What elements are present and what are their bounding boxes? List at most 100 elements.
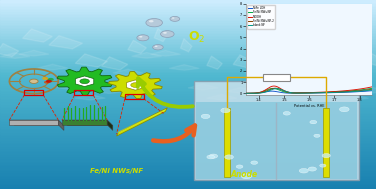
Bar [0, 74, 376, 76]
Polygon shape [226, 88, 256, 93]
Bar [74, 90, 93, 95]
Bar [0, 36, 376, 38]
Polygon shape [76, 76, 94, 87]
Bar [0, 58, 376, 60]
Polygon shape [0, 43, 19, 57]
Bar [0, 153, 376, 154]
Polygon shape [169, 65, 199, 70]
Bar [0, 178, 376, 180]
Circle shape [251, 161, 258, 164]
Polygon shape [0, 53, 30, 58]
Polygon shape [38, 64, 68, 70]
Bar [0, 140, 376, 142]
Bar [0, 115, 376, 117]
Bar [0, 41, 376, 43]
Polygon shape [57, 67, 112, 95]
Polygon shape [128, 40, 146, 53]
Circle shape [299, 168, 308, 173]
Bar [263, 74, 290, 81]
Bar [0, 6, 376, 8]
Circle shape [161, 31, 174, 37]
Polygon shape [263, 52, 293, 58]
Circle shape [314, 134, 320, 137]
Polygon shape [94, 88, 124, 94]
Bar [0, 170, 376, 172]
Polygon shape [127, 80, 144, 90]
Bar [0, 14, 376, 16]
Bar [0, 60, 376, 61]
Circle shape [131, 83, 140, 87]
Bar [0, 71, 376, 72]
Circle shape [221, 108, 230, 113]
Bar [0, 139, 376, 140]
Bar [0, 87, 376, 88]
Bar [323, 108, 329, 177]
Polygon shape [150, 50, 180, 56]
Polygon shape [365, 53, 376, 66]
Polygon shape [286, 29, 320, 42]
Bar [0, 154, 376, 156]
Circle shape [320, 164, 326, 167]
Text: O$_2$: O$_2$ [188, 30, 205, 45]
Bar [0, 146, 376, 148]
Bar [0, 76, 376, 77]
Bar [0, 129, 376, 131]
Polygon shape [233, 55, 256, 68]
Bar [0, 30, 376, 32]
Circle shape [241, 174, 252, 179]
Bar [125, 94, 144, 99]
Bar [0, 173, 376, 175]
Bar [0, 69, 376, 71]
Bar [0, 13, 376, 14]
Polygon shape [180, 39, 192, 52]
Polygon shape [117, 110, 165, 133]
Bar [0, 53, 376, 55]
Polygon shape [75, 94, 105, 100]
Bar [194, 81, 359, 180]
Bar [0, 8, 376, 9]
Bar [0, 117, 376, 118]
Bar [0, 2, 376, 3]
Bar [0, 65, 376, 66]
Polygon shape [9, 120, 58, 125]
Bar [0, 123, 376, 124]
Bar [0, 38, 376, 39]
Bar [0, 66, 376, 68]
Circle shape [46, 80, 52, 83]
Bar [0, 136, 376, 137]
Polygon shape [75, 54, 108, 67]
Bar [0, 20, 376, 22]
Bar [0, 68, 376, 69]
Bar [0, 176, 376, 178]
Bar [0, 128, 376, 129]
Polygon shape [301, 65, 331, 71]
Bar [0, 148, 376, 150]
Bar [0, 3, 376, 5]
Bar [0, 156, 376, 157]
Circle shape [236, 165, 243, 168]
Bar [0, 63, 376, 65]
Bar [0, 43, 376, 44]
Bar [0, 164, 376, 165]
Circle shape [146, 19, 162, 27]
Bar [196, 102, 357, 179]
Circle shape [201, 114, 210, 119]
Bar [0, 180, 376, 181]
Bar [0, 57, 376, 58]
Bar [0, 172, 376, 173]
Bar [0, 88, 376, 90]
Bar [0, 79, 376, 80]
Polygon shape [62, 120, 113, 126]
Bar [0, 142, 376, 143]
Bar [0, 85, 376, 87]
Polygon shape [357, 87, 376, 93]
Bar [224, 108, 230, 177]
Polygon shape [62, 120, 107, 125]
Circle shape [225, 155, 233, 159]
Bar [0, 99, 376, 101]
Bar [0, 183, 376, 184]
Bar [0, 33, 376, 35]
Polygon shape [9, 120, 64, 126]
Polygon shape [19, 50, 49, 56]
Bar [0, 44, 376, 46]
